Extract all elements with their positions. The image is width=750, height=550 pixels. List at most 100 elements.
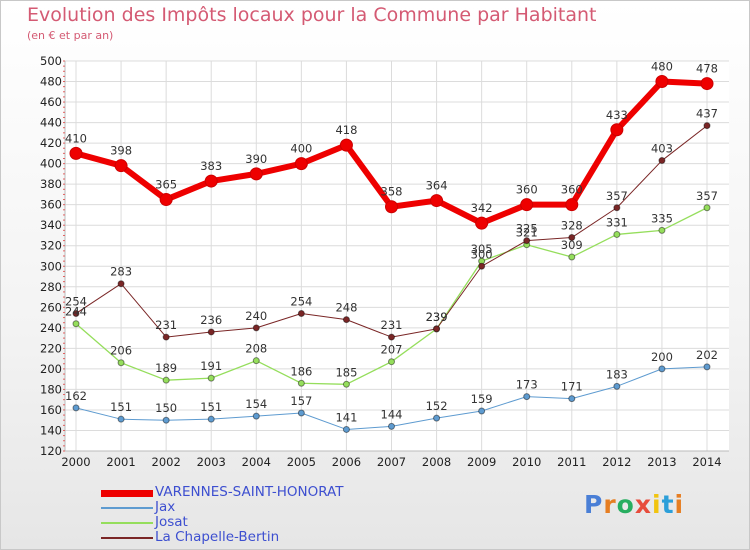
data-point [252,412,260,420]
data-label: 357 [606,189,628,203]
data-label: 231 [381,318,403,332]
data-label: 364 [426,179,448,193]
y-tick-label: 480 [40,75,62,89]
data-point [478,407,486,415]
y-tick-label: 220 [40,341,62,355]
data-label: 357 [696,189,718,203]
data-point [162,376,170,384]
data-label: 400 [290,142,312,156]
x-tick-label: 2013 [647,455,676,469]
x-tick-label: 2010 [512,455,541,469]
data-point [72,404,80,412]
data-label: 200 [651,350,673,364]
data-label: 151 [200,400,222,414]
logo-letter: P [584,490,604,519]
data-point [520,198,534,212]
data-label: 433 [606,108,628,122]
data-point [613,204,621,212]
data-label: 173 [516,378,538,392]
x-tick-label: 2009 [467,455,496,469]
x-tick-label: 2008 [422,455,451,469]
legend-swatch [101,489,153,497]
data-label: 171 [561,380,583,394]
data-label: 342 [471,201,493,215]
data-label: 410 [65,131,87,145]
data-point [162,333,170,341]
data-point [523,237,531,245]
data-point [703,363,711,371]
data-label: 185 [335,365,357,379]
data-label: 189 [155,361,177,375]
y-tick-label: 400 [40,157,62,171]
data-label: 183 [606,367,628,381]
data-point [565,198,579,212]
data-point [114,159,128,173]
data-point [613,230,621,238]
data-label: 202 [696,348,718,362]
data-point [207,328,215,336]
data-label: 208 [245,342,267,356]
data-point [69,146,83,160]
data-label: 403 [651,142,673,156]
data-point [568,253,576,261]
data-point [613,382,621,390]
data-point [655,75,669,89]
data-label: 383 [200,159,222,173]
data-point [297,379,305,387]
legend-label: VARENNES-SAINT-HONORAT [155,484,344,500]
x-tick-label: 2003 [197,455,226,469]
data-label: 239 [426,310,448,324]
data-label: 437 [696,107,718,121]
data-label: 309 [561,238,583,252]
data-point [159,193,173,207]
y-tick-label: 260 [40,300,62,314]
data-point [703,204,711,212]
data-point [433,414,441,422]
data-point [252,357,260,365]
logo-letter: i [674,490,685,519]
logo-letter: r [603,490,617,519]
data-point [117,415,125,423]
data-label: 360 [561,183,583,197]
logo-letter: t [661,490,675,519]
data-label: 151 [110,400,132,414]
data-label: 321 [516,226,538,240]
x-tick-label: 2012 [602,455,631,469]
data-label: 248 [335,301,357,315]
y-tick-label: 200 [40,362,62,376]
data-label: 254 [65,294,87,308]
legend-label: Jax [155,499,176,515]
data-point [117,280,125,288]
data-point [207,415,215,423]
data-point [568,234,576,242]
x-tick-label: 2005 [287,455,316,469]
legend-swatch [101,537,153,539]
data-label: 157 [290,394,312,408]
y-tick-label: 500 [40,54,62,68]
data-point [342,316,350,324]
y-tick-label: 160 [40,403,62,417]
proxiti-logo[interactable]: Proxiti [584,490,684,519]
x-tick-label: 2000 [61,455,90,469]
data-label: 390 [245,152,267,166]
y-tick-label: 240 [40,321,62,335]
data-label: 150 [155,401,177,415]
data-label: 244 [65,305,87,319]
data-label: 162 [65,389,87,403]
data-label: 231 [155,318,177,332]
x-tick-label: 2004 [242,455,271,469]
data-point [117,359,125,367]
data-point [433,325,441,333]
data-label: 325 [516,222,538,236]
x-tick-label: 2002 [152,455,181,469]
logo-letter: x [634,490,652,519]
data-label: 331 [606,215,628,229]
y-tick-label: 300 [40,259,62,273]
data-point [162,416,170,424]
data-point [204,174,218,188]
logo-letter: i [652,490,662,519]
y-tick-label: 120 [40,444,62,458]
data-point [523,393,531,401]
data-point [658,157,666,165]
